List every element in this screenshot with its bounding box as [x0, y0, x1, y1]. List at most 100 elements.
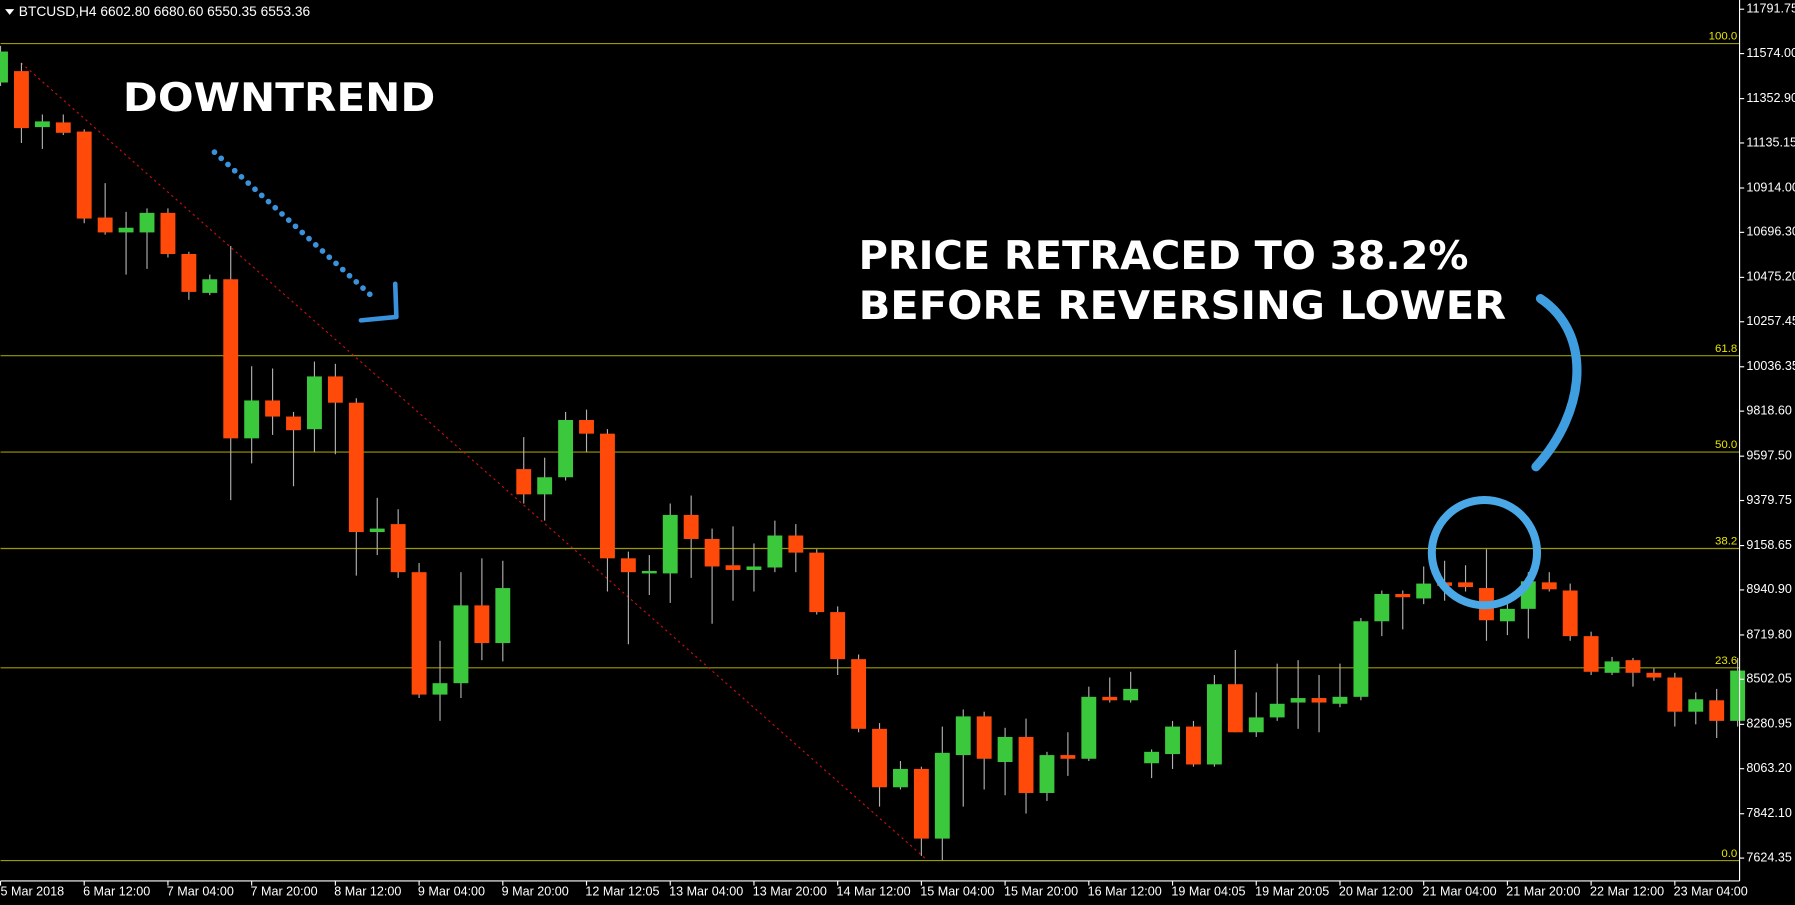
candle-body — [683, 514, 699, 539]
candles — [0, 45, 1746, 861]
candle-body — [662, 514, 678, 574]
fib-label: 50.0 — [1715, 439, 1737, 451]
y-tick-label: 8940.90 — [1746, 582, 1791, 596]
candle-body — [1604, 661, 1620, 673]
candle-body — [1165, 726, 1180, 755]
annotation: PRICE RETRACED TO 38.2% — [859, 234, 1469, 279]
candle-body — [495, 588, 511, 644]
annotation: BEFORE REVERSING LOWER — [859, 284, 1507, 329]
y-tick-label: 9379.75 — [1746, 493, 1791, 507]
candle-body — [746, 566, 762, 570]
candle-body — [1374, 593, 1390, 622]
x-tick-label: 19 Mar 20:05 — [1255, 885, 1329, 899]
candle-body — [0, 51, 8, 83]
x-tick-label: 13 Mar 20:00 — [753, 885, 827, 899]
y-tick-label: 8719.80 — [1746, 627, 1791, 641]
candle-body — [286, 416, 301, 431]
candle-body — [432, 683, 448, 695]
candle-body — [1709, 700, 1725, 721]
x-tick-label: 12 Mar 12:05 — [585, 885, 659, 899]
x-tick-label: 21 Mar 04:00 — [1423, 885, 1497, 899]
y-tick-label: 11135.15 — [1746, 135, 1795, 149]
candle-body — [1123, 688, 1139, 701]
candle-body — [1730, 670, 1746, 721]
candle-body — [1311, 698, 1327, 703]
y-tick-label: 10475.20 — [1746, 270, 1795, 284]
pointer-curve — [1531, 294, 1582, 472]
x-tick-label: 15 Mar 04:00 — [920, 885, 994, 899]
x-tick-label: 14 Mar 12:00 — [837, 885, 911, 899]
candle-body — [851, 659, 867, 729]
candle-body — [14, 71, 29, 129]
candle-body — [1102, 696, 1118, 701]
candle-body — [244, 400, 260, 439]
x-tick-label: 5 Mar 2018 — [1, 885, 65, 899]
y-tick-label: 10914.00 — [1746, 180, 1795, 194]
x-tick-label: 13 Mar 04:00 — [669, 885, 743, 899]
arrow-head — [358, 281, 399, 323]
candle-body — [1081, 696, 1097, 759]
candle-body — [118, 227, 134, 233]
candle-body — [913, 768, 929, 839]
fib-label: 100.0 — [1709, 31, 1738, 43]
candle-body — [934, 752, 950, 839]
trend-line — [20, 62, 926, 859]
candle-body — [830, 612, 846, 660]
x-tick-label: 9 Mar 04:00 — [418, 885, 485, 899]
candle-body — [390, 524, 406, 573]
y-tick-label: 7624.35 — [1746, 850, 1791, 864]
fib-label: 23.6 — [1715, 655, 1737, 667]
x-tick-label: 19 Mar 04:05 — [1171, 885, 1245, 899]
chart-header: BTCUSD,H4 6602.80 6680.60 6550.35 6553.3… — [19, 4, 311, 19]
candle-body — [34, 121, 50, 128]
y-tick-label: 10696.30 — [1746, 225, 1795, 239]
y-tick-label: 8063.20 — [1746, 761, 1791, 775]
candle-body — [160, 212, 176, 255]
fib-label: 38.2 — [1715, 536, 1737, 548]
candle-body — [181, 254, 197, 292]
x-tick-label: 15 Mar 20:00 — [1004, 885, 1078, 899]
candle-body — [1186, 726, 1201, 765]
candle-body — [641, 570, 657, 574]
annotation: DOWNTREND — [123, 76, 435, 121]
x-tick-label: 9 Mar 20:00 — [502, 885, 569, 899]
candle-body — [1541, 582, 1557, 590]
candle-body — [558, 420, 574, 478]
y-tick-label: 11574.00 — [1746, 46, 1795, 60]
x-tick-label: 22 Mar 12:00 — [1590, 885, 1664, 899]
candle-body — [704, 538, 720, 567]
candle-body — [202, 279, 218, 293]
candle-body — [1039, 755, 1055, 793]
candle-body — [579, 420, 594, 434]
x-tick-label: 8 Mar 12:00 — [334, 885, 401, 899]
candle-body — [809, 552, 825, 613]
candle-body — [1458, 582, 1473, 588]
candle-body — [97, 217, 113, 233]
candle-body — [1060, 755, 1076, 759]
candle-body — [307, 376, 322, 430]
candle-body — [411, 572, 427, 695]
menu-triangle — [5, 9, 15, 15]
candle-body — [55, 122, 71, 133]
x-tick-label: 16 Mar 12:00 — [1088, 885, 1162, 899]
candle-body — [997, 736, 1013, 763]
candle-body — [1269, 703, 1285, 718]
y-tick-label: 9597.50 — [1746, 448, 1791, 462]
candle-body — [1395, 593, 1411, 598]
candle-body — [1562, 590, 1578, 637]
candle-body — [1353, 621, 1369, 697]
candle-body — [474, 605, 490, 644]
candle-body — [1018, 736, 1034, 793]
x-tick-label: 21 Mar 20:00 — [1506, 885, 1580, 899]
y-tick-label: 9158.65 — [1746, 538, 1791, 552]
candle-body — [516, 469, 532, 495]
candle-body — [1499, 608, 1515, 622]
y-tick-label: 10257.45 — [1746, 314, 1795, 328]
x-tick-label: 23 Mar 04:00 — [1674, 885, 1748, 899]
y-tick-label: 8280.95 — [1746, 717, 1791, 731]
highlight-circle — [1427, 495, 1542, 610]
fib-label: 0.0 — [1721, 848, 1737, 860]
candle-body — [600, 433, 615, 559]
